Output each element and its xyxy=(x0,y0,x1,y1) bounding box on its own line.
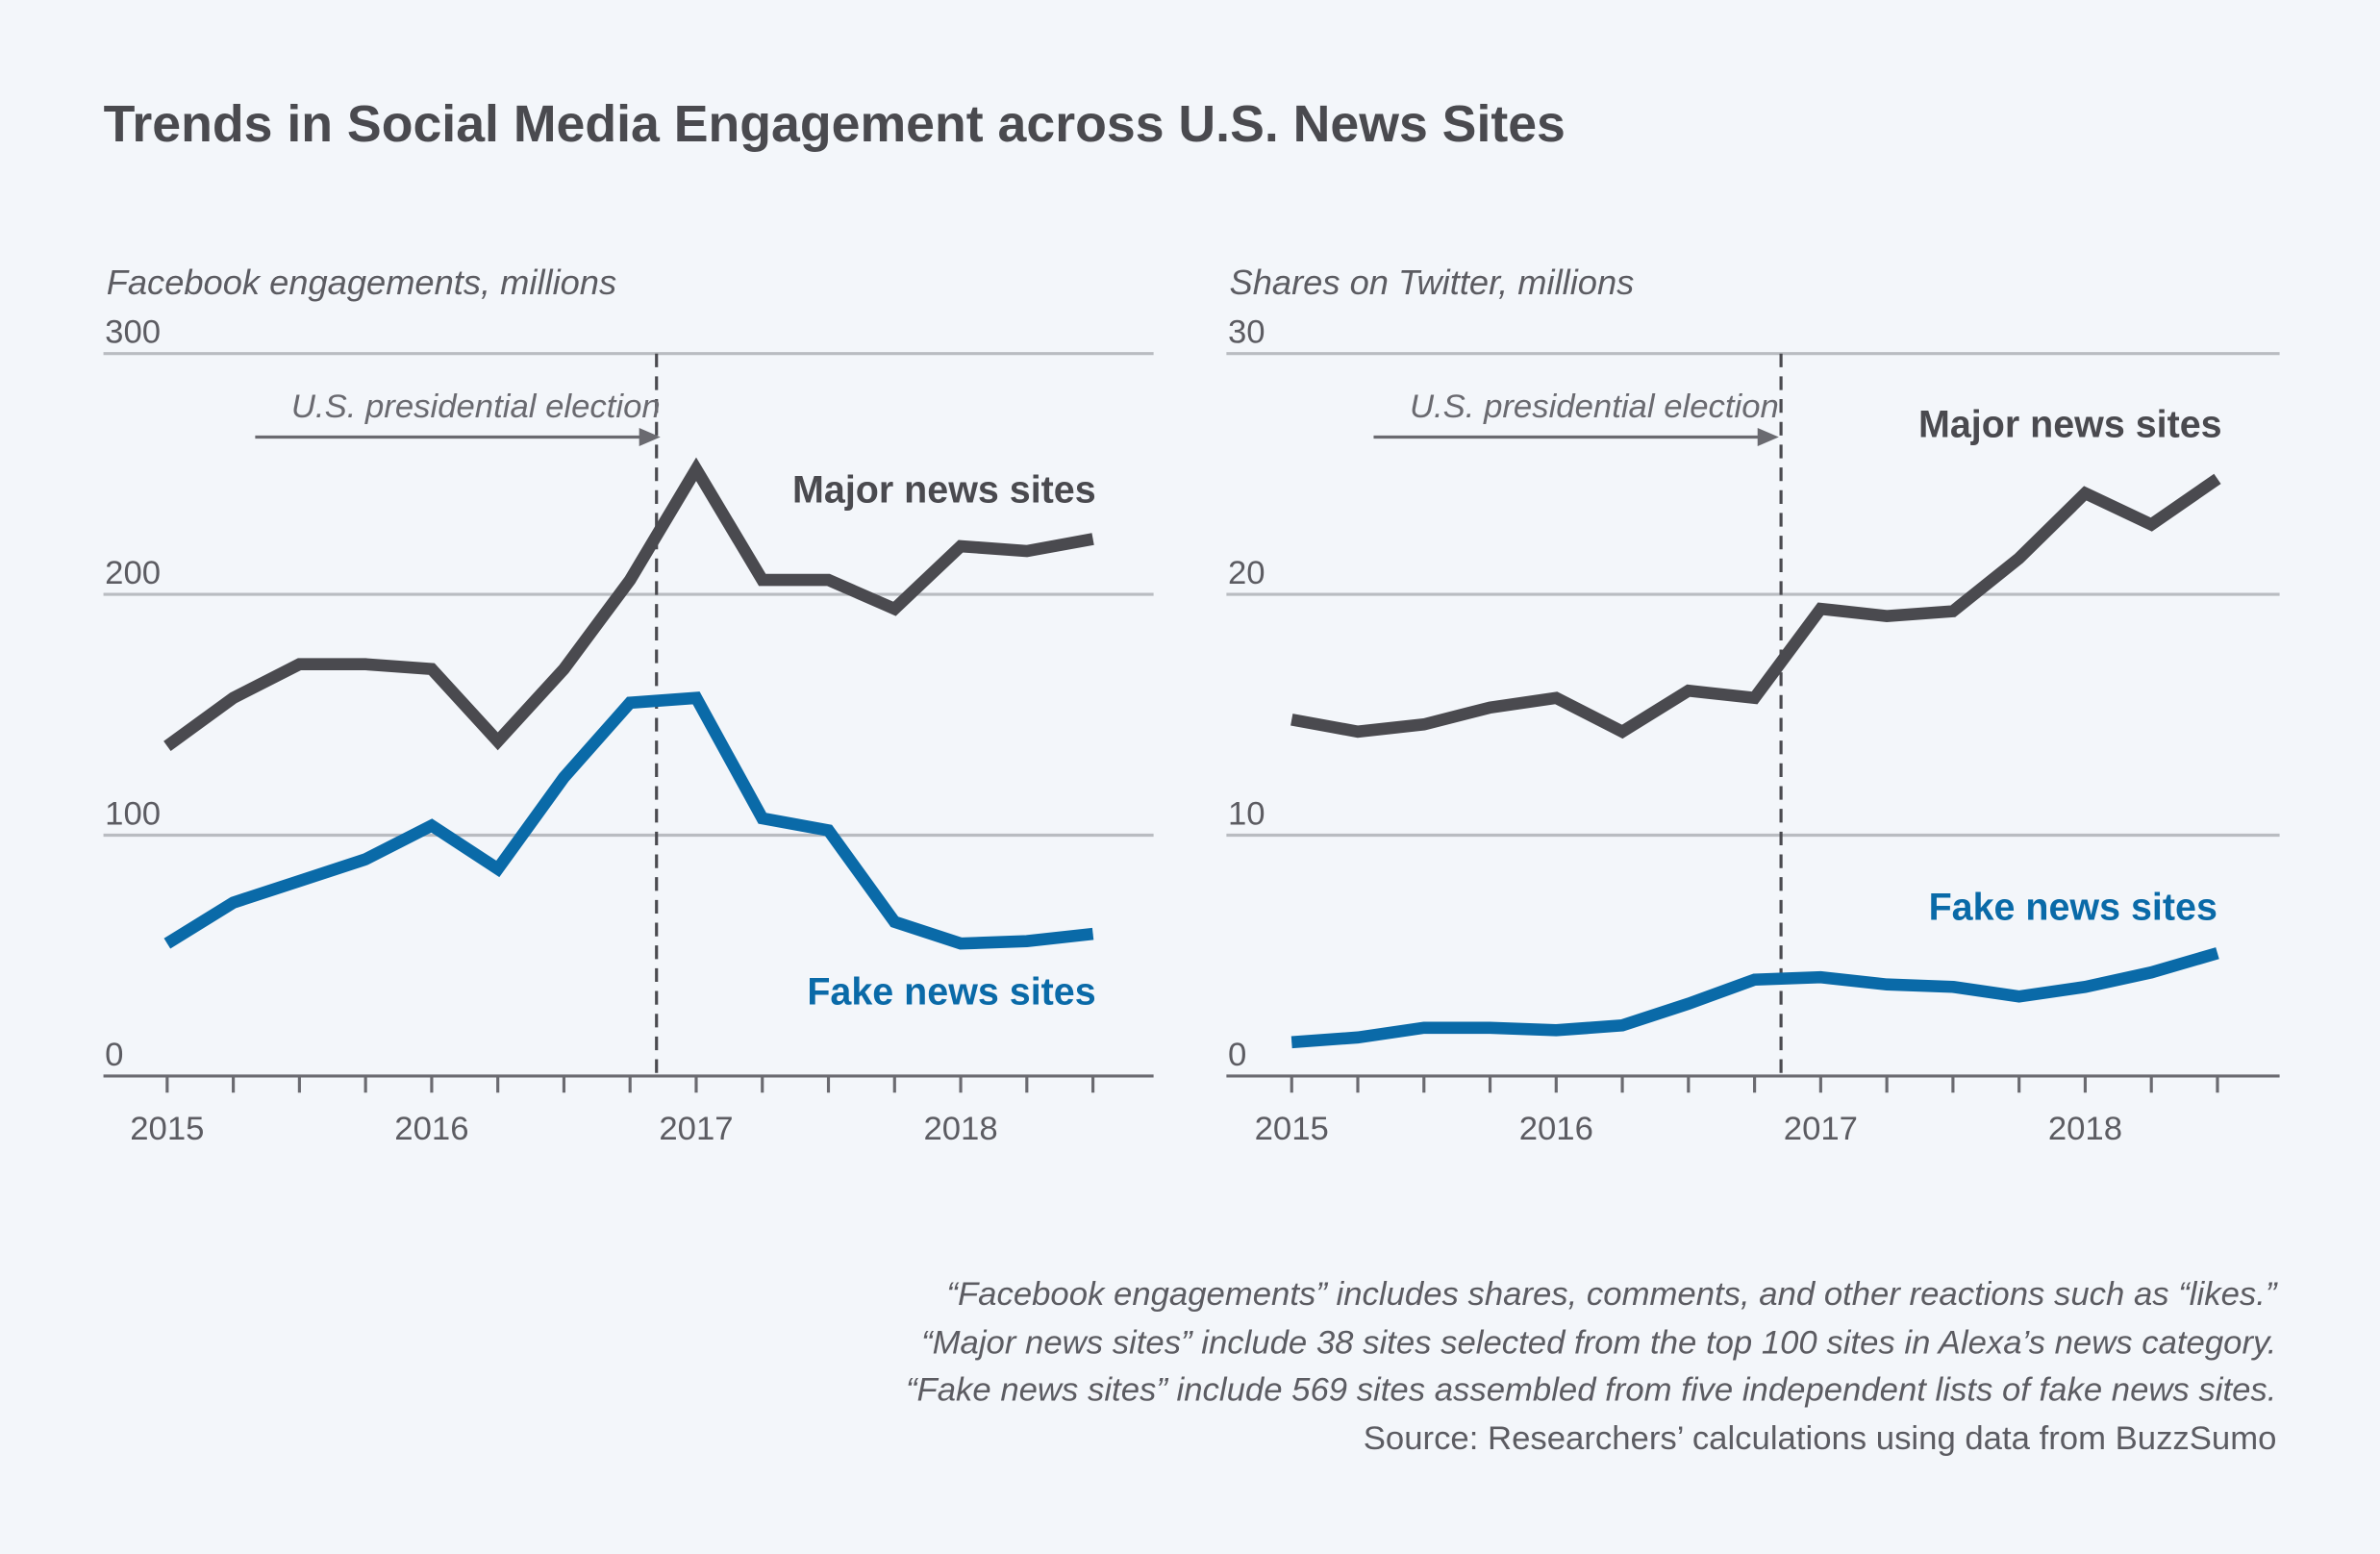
y-tick-label: 300 xyxy=(105,314,161,351)
series-label: Major news sites xyxy=(1918,404,2222,446)
x-tick-label: 2018 xyxy=(923,1111,997,1147)
series-label: Major news sites xyxy=(792,468,1096,511)
y-tick-label: 100 xyxy=(105,795,161,832)
x-tick-label: 2015 xyxy=(1255,1111,1329,1147)
note-major: “Major news sites” include 38 sites sele… xyxy=(921,1325,2276,1362)
y-axis-label: Shares on Twitter, millions xyxy=(1230,263,1635,302)
x-tick-label: 2017 xyxy=(659,1111,733,1147)
x-tick-label: 2018 xyxy=(2048,1111,2122,1147)
y-axis-label: Facebook engagements, millions xyxy=(107,263,616,302)
election-annotation: U.S. presidential election xyxy=(1410,388,1779,425)
y-tick-label: 30 xyxy=(1228,314,1265,351)
y-tick-label: 10 xyxy=(1228,795,1265,832)
chart-title: Trends in Social Media Engagement across… xyxy=(104,95,1566,153)
y-tick-label: 20 xyxy=(1228,555,1265,591)
facebook-panel: Facebook engagements, millions 0 100 200 300… xyxy=(103,263,1154,1147)
note-facebook: “Facebook engagements” includes shares, … xyxy=(946,1276,2277,1313)
y-tick-label: 0 xyxy=(105,1037,123,1073)
x-tick-label: 2016 xyxy=(1519,1111,1593,1147)
source-note: Source: Researchers’ calculations using … xyxy=(1364,1420,2277,1457)
arrow-head-icon xyxy=(1757,428,1779,446)
y-tick-label: 0 xyxy=(1228,1037,1246,1073)
arrow-head-icon xyxy=(639,428,661,446)
x-tick-label: 2016 xyxy=(394,1111,468,1147)
x-tick-label: 2017 xyxy=(1784,1111,1858,1147)
note-fake: “Fake news sites” include 569 sites asse… xyxy=(906,1372,2276,1409)
election-annotation: U.S. presidential election xyxy=(291,388,661,425)
y-tick-label: 200 xyxy=(105,555,161,591)
series-label: Fake news sites xyxy=(807,971,1095,1014)
series-label: Fake news sites xyxy=(1929,886,2217,928)
x-tick-label: 2015 xyxy=(130,1111,204,1147)
twitter-panel: Shares on Twitter, millions 0 10 20 30 2015 20… xyxy=(1226,263,2280,1147)
